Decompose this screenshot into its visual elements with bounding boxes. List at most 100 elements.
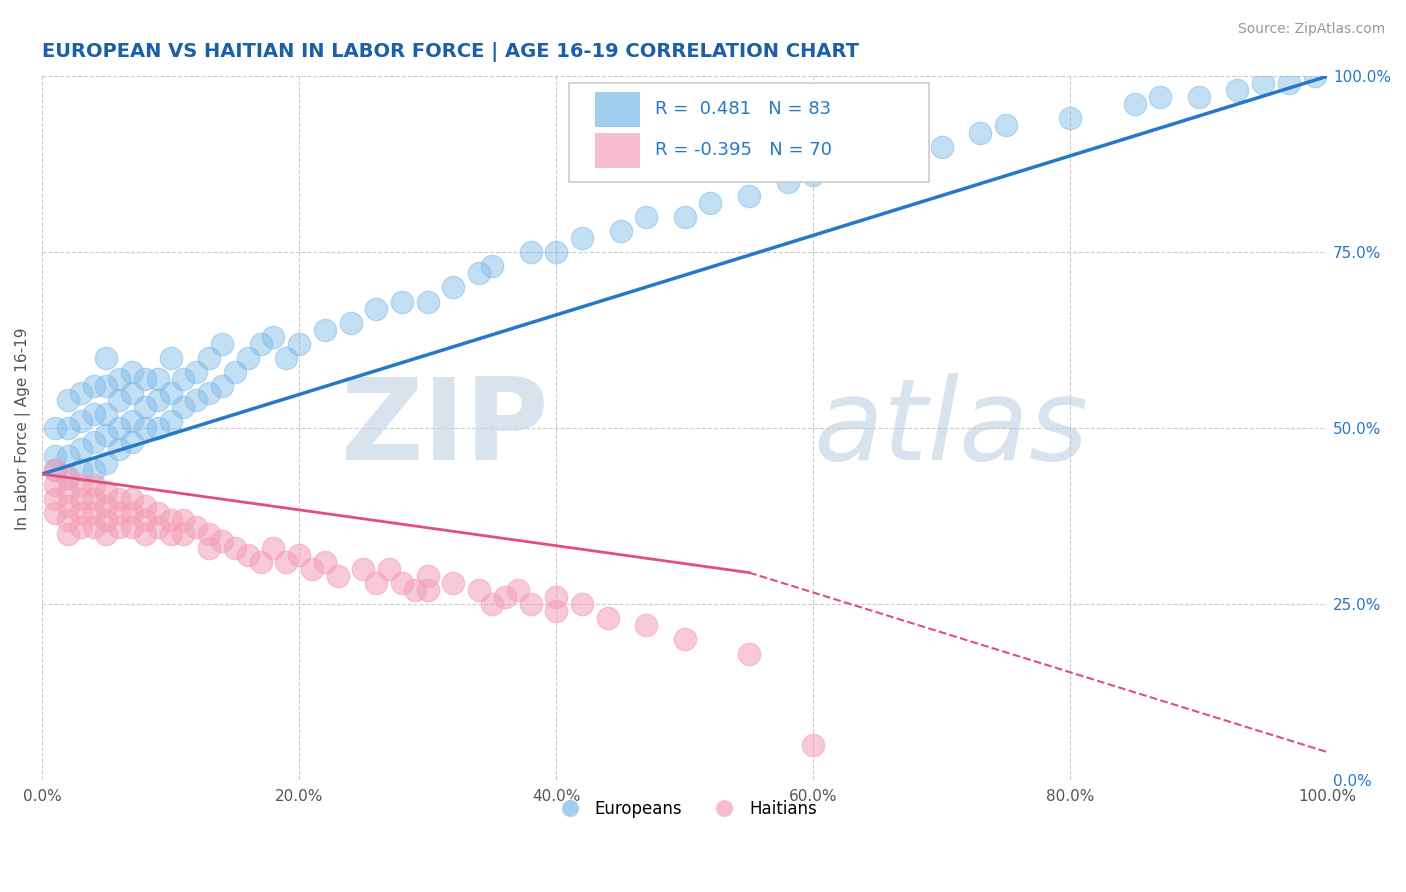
Point — [56, 470, 79, 484]
Point — [83, 520, 105, 534]
Point — [276, 555, 298, 569]
Point — [121, 365, 143, 379]
Point — [506, 583, 529, 598]
Point — [96, 499, 118, 513]
Point — [173, 372, 195, 386]
Point — [121, 414, 143, 428]
Point — [159, 414, 181, 428]
Point — [83, 379, 105, 393]
Point — [69, 414, 91, 428]
Point — [146, 506, 169, 520]
Point — [288, 336, 311, 351]
Point — [801, 168, 824, 182]
Point — [519, 597, 541, 611]
Point — [1251, 76, 1274, 90]
Point — [571, 597, 593, 611]
Point — [416, 583, 439, 598]
Point — [339, 316, 361, 330]
Point — [995, 119, 1018, 133]
Point — [404, 583, 426, 598]
Point — [69, 442, 91, 457]
Point — [969, 126, 991, 140]
Point — [931, 139, 953, 153]
Point — [801, 738, 824, 752]
Point — [96, 457, 118, 471]
Point — [83, 407, 105, 421]
Point — [108, 372, 131, 386]
Point — [571, 231, 593, 245]
Point — [134, 372, 156, 386]
Point — [134, 513, 156, 527]
Point — [96, 428, 118, 442]
Point — [366, 576, 388, 591]
Point — [391, 576, 413, 591]
Point — [673, 632, 696, 647]
Point — [83, 506, 105, 520]
Point — [44, 463, 66, 477]
Point — [378, 562, 401, 576]
Point — [1188, 90, 1211, 104]
Legend: Europeans, Haitians: Europeans, Haitians — [547, 794, 824, 825]
Point — [134, 527, 156, 541]
Point — [441, 576, 464, 591]
Point — [738, 189, 761, 203]
Point — [198, 527, 221, 541]
Point — [134, 499, 156, 513]
Point — [314, 555, 336, 569]
Point — [56, 527, 79, 541]
Point — [519, 245, 541, 260]
Point — [249, 555, 271, 569]
Point — [121, 435, 143, 450]
Point — [636, 618, 658, 632]
Y-axis label: In Labor Force | Age 16-19: In Labor Force | Age 16-19 — [15, 327, 31, 530]
Point — [301, 562, 323, 576]
Point — [198, 541, 221, 555]
Point — [44, 477, 66, 491]
Point — [146, 393, 169, 408]
Point — [56, 513, 79, 527]
Point — [69, 491, 91, 506]
Point — [326, 569, 349, 583]
Point — [56, 499, 79, 513]
Point — [636, 210, 658, 224]
Point — [96, 527, 118, 541]
Point — [121, 386, 143, 401]
Point — [263, 541, 285, 555]
Point — [44, 491, 66, 506]
Point — [841, 161, 863, 175]
Point — [69, 463, 91, 477]
Point — [173, 513, 195, 527]
Point — [69, 506, 91, 520]
Point — [314, 323, 336, 337]
Point — [146, 372, 169, 386]
Point — [198, 351, 221, 365]
Point — [96, 351, 118, 365]
Point — [44, 421, 66, 435]
Text: ZIP: ZIP — [342, 373, 550, 483]
Point — [866, 153, 889, 168]
Point — [69, 477, 91, 491]
Point — [69, 386, 91, 401]
Point — [609, 224, 631, 238]
Point — [173, 527, 195, 541]
Point — [108, 520, 131, 534]
Point — [198, 386, 221, 401]
Point — [211, 379, 233, 393]
Point — [263, 329, 285, 343]
Point — [56, 484, 79, 499]
Point — [186, 365, 208, 379]
Point — [391, 294, 413, 309]
Point — [121, 506, 143, 520]
Point — [83, 435, 105, 450]
Point — [211, 336, 233, 351]
Point — [352, 562, 374, 576]
Point — [96, 407, 118, 421]
Point — [546, 245, 568, 260]
Point — [249, 336, 271, 351]
Point — [121, 520, 143, 534]
Point — [236, 548, 259, 562]
Point — [236, 351, 259, 365]
Point — [1278, 76, 1301, 90]
Point — [1059, 112, 1081, 126]
Point — [494, 591, 516, 605]
